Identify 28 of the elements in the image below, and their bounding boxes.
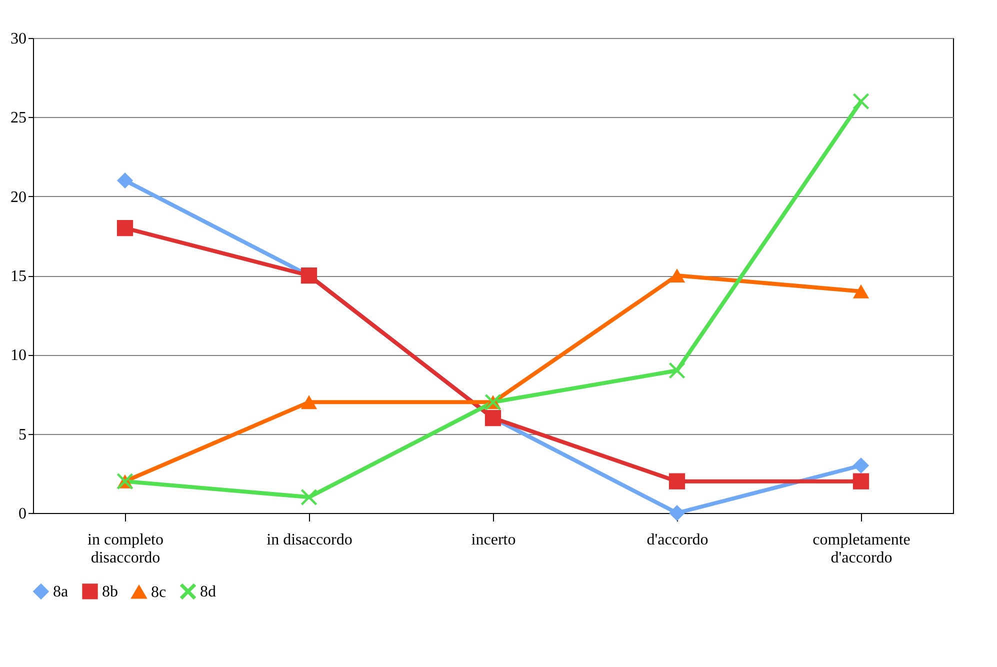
point — [852, 473, 870, 490]
point — [116, 220, 134, 236]
y-tick-label: 25 — [10, 110, 26, 127]
x-tick-label: completamente d'accordo — [812, 532, 910, 566]
y-tick-label: 0 — [18, 506, 26, 522]
point — [668, 473, 686, 490]
y-tick-label: 10 — [10, 347, 26, 364]
legend-label: 8d — [200, 583, 216, 600]
legend-label: 8c — [151, 584, 166, 601]
point — [668, 362, 686, 379]
point — [300, 395, 318, 410]
point — [852, 457, 870, 474]
y-tick-label: 20 — [10, 188, 26, 206]
y-tick-label: 5 — [18, 426, 26, 444]
x-tick-label: in completo disaccordo — [88, 532, 164, 566]
y-tick-label: 15 — [10, 268, 26, 285]
y-tick-label: 30 — [10, 30, 26, 48]
point — [852, 284, 870, 298]
legend-label: 8b — [102, 583, 118, 600]
point — [300, 489, 318, 506]
x-tick-label: incerto — [471, 532, 516, 548]
point — [668, 504, 686, 522]
x-tick-label: in disaccordo — [266, 532, 352, 548]
x-tick-label: d'accordo — [646, 532, 708, 548]
point — [668, 268, 686, 282]
legend-label: 8a — [53, 583, 68, 600]
point — [852, 93, 870, 110]
point — [116, 172, 134, 189]
